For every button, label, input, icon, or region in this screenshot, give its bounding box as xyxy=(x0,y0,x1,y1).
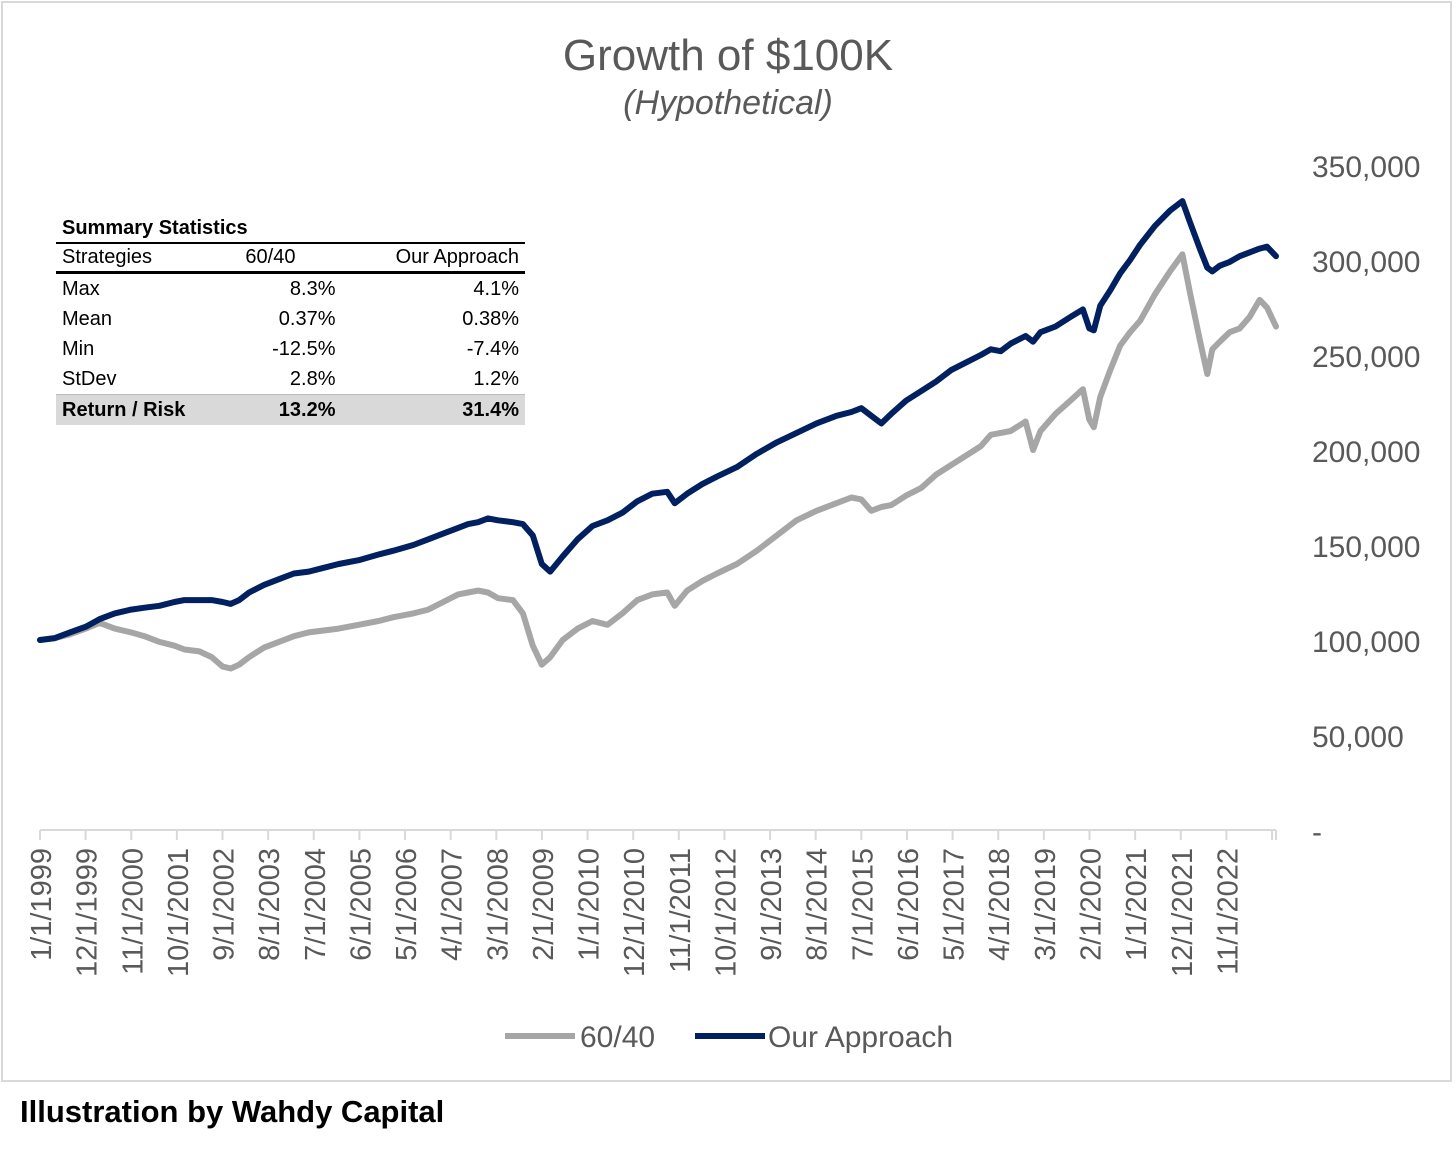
summary-value-our-approach: 4.1% xyxy=(473,277,519,300)
chart-subtitle: (Hypothetical) xyxy=(623,84,833,122)
y-tick-label: 350,000 xyxy=(1312,151,1420,184)
summary-value-6040: 8.3% xyxy=(289,277,336,300)
x-tick-label: 11/1/2000 xyxy=(117,848,149,975)
summary-value-6040: 13.2% xyxy=(239,394,342,425)
x-tick-label: 1/1/1999 xyxy=(26,848,58,961)
x-tick-label: 12/1/1999 xyxy=(72,848,104,977)
growth-chart: Growth of $100K (Hypothetical) - 50,000 10… xyxy=(26,31,1420,1054)
y-axis: - 50,000 100,000 150,000 200,000 250,000 300,0… xyxy=(1312,151,1420,849)
y-tick-label: 300,000 xyxy=(1312,246,1420,279)
x-tick-label: 1/1/2010 xyxy=(574,848,606,961)
summary-value-6040: -12.5% xyxy=(272,337,336,360)
legend-label: 60/40 xyxy=(580,1021,655,1054)
series-line-6040 xyxy=(37,251,1279,672)
x-tick-label: 4/1/2018 xyxy=(984,848,1016,961)
y-tick-label: 200,000 xyxy=(1312,436,1420,469)
summary-value-our-approach: 0.38% xyxy=(462,307,519,330)
x-tick-label: 1/1/2021 xyxy=(1121,848,1153,961)
y-tick-label: 150,000 xyxy=(1312,531,1420,564)
x-tick-label: 11/1/2011 xyxy=(665,848,697,973)
summary-row: Max 8.3% 4.1% xyxy=(56,273,525,305)
series-line-our-approach xyxy=(37,198,1279,643)
summary-title: Summary Statistics xyxy=(56,213,525,244)
summary-row-label: StDev xyxy=(62,367,117,390)
summary-row: StDev 2.8% 1.2% xyxy=(56,364,525,395)
summary-row: Mean 0.37% 0.38% xyxy=(56,304,525,334)
x-tick-label: 2/1/2020 xyxy=(1075,848,1107,961)
summary-row-return-risk: Return / Risk 13.2% 31.4% xyxy=(56,394,525,425)
x-tick-label: 2/1/2009 xyxy=(528,848,560,961)
x-tick-label: 7/1/2004 xyxy=(300,848,332,961)
summary-row: Min -12.5% -7.4% xyxy=(56,334,525,364)
summary-row-label: Mean xyxy=(62,307,113,330)
summary-header-row: Strategies 60/40 Our Approach xyxy=(56,244,525,274)
summary-header-our-approach: Our Approach xyxy=(341,244,525,274)
y-tick-label: 50,000 xyxy=(1312,721,1404,754)
x-tick-label: 10/1/2012 xyxy=(710,848,742,977)
x-tick-label: 7/1/2015 xyxy=(847,848,879,961)
x-tick-label: 6/1/2005 xyxy=(345,848,377,961)
caption: Illustration by Wahdy Capital xyxy=(20,1094,445,1129)
x-tick-label: 12/1/2021 xyxy=(1167,848,1199,977)
chart-title: Growth of $100K xyxy=(563,31,893,80)
y-tick-label: 250,000 xyxy=(1312,341,1420,374)
summary-header-6040: 60/40 xyxy=(239,244,342,274)
x-tick-label: 9/1/2002 xyxy=(209,848,241,961)
plot-area xyxy=(37,198,1279,672)
legend: 60/40 Our Approach xyxy=(505,1021,953,1054)
y-tick-label: - xyxy=(1312,816,1322,849)
summary-value-6040: 2.8% xyxy=(289,367,336,390)
x-tick-label: 11/1/2022 xyxy=(1212,848,1244,975)
x-tick-label: 6/1/2016 xyxy=(893,848,925,961)
x-tick-label: 5/1/2017 xyxy=(939,848,971,961)
summary-value-our-approach: 31.4% xyxy=(341,394,525,425)
x-tick-label: 8/1/2014 xyxy=(802,848,834,961)
summary-row-label: Min xyxy=(62,337,95,360)
x-tick-label: 8/1/2003 xyxy=(254,848,286,961)
x-tick-label: 12/1/2010 xyxy=(619,848,651,977)
legend-label: Our Approach xyxy=(768,1021,953,1054)
summary-statistics-table: Summary Statistics Strategies 60/40 Our … xyxy=(56,213,525,425)
x-tick-label: 4/1/2007 xyxy=(437,848,469,961)
summary-row-label: Return / Risk xyxy=(56,394,240,425)
summary-value-6040: 0.37% xyxy=(278,307,336,330)
x-axis: 1/1/1999 12/1/1999 11/1/2000 10/1/2001 9/1/2… xyxy=(26,829,1277,977)
summary-value-our-approach: 1.2% xyxy=(473,367,519,390)
x-tick-label: 9/1/2013 xyxy=(756,848,788,961)
summary-header-strategies: Strategies xyxy=(56,244,240,274)
y-tick-label: 100,000 xyxy=(1312,626,1420,659)
x-tick-label: 3/1/2008 xyxy=(482,848,514,961)
x-tick-label: 10/1/2001 xyxy=(163,848,195,977)
x-tick-label: 5/1/2006 xyxy=(391,848,423,961)
x-tick-label: 3/1/2019 xyxy=(1030,848,1062,961)
summary-value-our-approach: -7.4% xyxy=(466,337,519,360)
summary-row-label: Max xyxy=(62,277,100,300)
chart-frame xyxy=(1,1,1452,1082)
